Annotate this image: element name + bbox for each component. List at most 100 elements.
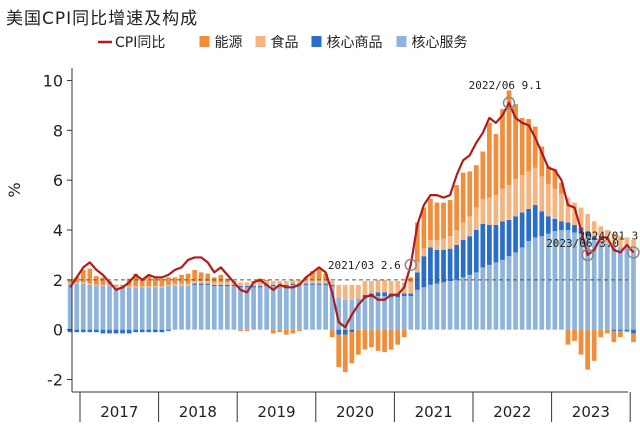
bar-核心服务-2021-10 <box>454 279 459 330</box>
bar-核心商品-2018-12 <box>231 284 237 287</box>
bar-核心服务-2017-07 <box>120 287 125 330</box>
bar-核心商品-2022-01 <box>473 230 479 273</box>
bar-核心商品-2018-07 <box>198 283 204 285</box>
bar-核心商品-2022-09 <box>526 208 532 242</box>
bar-核心服务-2020-07 <box>356 298 361 330</box>
bar-食品-2017-04 <box>100 284 106 287</box>
bar-能源-2023-04 <box>572 329 577 341</box>
bar-能源-2020-02 <box>323 273 328 280</box>
bar-能源-2021-08 <box>441 202 446 239</box>
bar-能源-2018-04 <box>179 274 184 284</box>
x-tick-label-2018: 2018 <box>179 403 217 421</box>
bar-核心服务-2022-12 <box>545 233 551 330</box>
bar-核心服务-2017-08 <box>126 287 132 330</box>
bar-核心商品-2018-11 <box>225 284 230 287</box>
bar-能源-2018-01 <box>159 278 165 287</box>
legend-swatch-1 <box>199 36 210 47</box>
annotation-label: 2024/01 3.1 <box>579 229 640 242</box>
bar-核心服务-2020-09 <box>369 297 374 330</box>
bar-食品-2024-01 <box>631 239 636 250</box>
bar-核心服务-2017-04 <box>100 286 106 330</box>
bar-食品-2019-08 <box>283 281 289 285</box>
bar-核心商品-2018-08 <box>205 283 211 285</box>
bar-能源-2017-04 <box>100 277 106 285</box>
cpi-line-group <box>69 101 635 329</box>
bar-核心服务-2018-03 <box>172 286 178 330</box>
bar-核心服务-2022-03 <box>487 264 492 330</box>
bar-能源-2022-09 <box>526 119 532 172</box>
bar-食品-2021-04 <box>414 262 420 273</box>
bar-核心服务-2021-05 <box>421 287 427 330</box>
bar-核心商品-2022-06 <box>506 220 512 257</box>
bar-食品-2017-08 <box>126 286 132 288</box>
bar-核心服务-2022-02 <box>480 267 486 330</box>
bar-食品-2022-06 <box>506 185 512 221</box>
bar-核心服务-2019-04 <box>257 287 263 330</box>
bar-食品-2018-01 <box>159 286 165 288</box>
bar-食品-2020-05 <box>342 284 348 300</box>
bar-能源-2020-10 <box>375 329 381 351</box>
bar-食品-2020-08 <box>362 281 368 295</box>
bar-核心服务-2017-05 <box>107 286 112 330</box>
bar-食品-2017-05 <box>107 284 112 287</box>
bar-食品-2020-10 <box>375 279 381 293</box>
bar-核心商品-2021-03 <box>408 293 414 297</box>
bar-能源-2017-10 <box>139 279 145 287</box>
bar-能源-2023-03 <box>565 329 571 345</box>
bar-核心商品-2017-08 <box>126 329 132 334</box>
bar-核心服务-2023-08 <box>598 242 604 330</box>
bar-核心服务-2023-05 <box>578 233 584 330</box>
bar-核心服务-2021-11 <box>460 277 466 330</box>
bar-核心服务-2016-12 <box>74 283 80 330</box>
bar-核心商品-2017-12 <box>152 329 158 333</box>
bar-核心服务-2017-12 <box>152 287 158 330</box>
bar-核心服务-2020-08 <box>362 297 368 330</box>
bar-核心服务-2023-03 <box>565 230 571 330</box>
bar-核心商品-2021-08 <box>441 249 446 283</box>
bar-核心服务-2018-04 <box>179 286 184 330</box>
y-axis-label: % <box>5 182 24 197</box>
bar-核心服务-2022-09 <box>526 241 532 330</box>
bar-食品-2016-11 <box>67 282 73 284</box>
bar-核心商品-2017-10 <box>139 329 145 333</box>
bar-食品-2022-02 <box>480 198 486 224</box>
bar-核心商品-2019-06 <box>270 284 276 287</box>
bar-核心服务-2019-11 <box>303 284 309 330</box>
bar-能源-2017-03 <box>94 276 99 285</box>
bar-食品-2020-02 <box>323 279 328 284</box>
bar-能源-2022-12 <box>545 166 551 184</box>
bar-核心商品-2019-02 <box>244 286 250 288</box>
bar-核心服务-2018-12 <box>231 286 237 330</box>
bar-核心商品-2021-10 <box>454 244 459 280</box>
legend-label-1: 能源 <box>215 35 243 51</box>
bar-食品-2018-08 <box>205 281 211 284</box>
bar-核心商品-2016-11 <box>67 329 73 333</box>
bar-核心商品-2020-08 <box>362 294 368 298</box>
bar-食品-2023-04 <box>572 202 577 226</box>
bar-核心服务-2020-01 <box>316 284 322 330</box>
bar-核心服务-2022-05 <box>500 259 505 330</box>
bar-核心服务-2023-04 <box>572 232 577 330</box>
x-tick-label-2022: 2022 <box>493 403 531 421</box>
bar-食品-2022-07 <box>513 178 518 217</box>
annotation-label: 2021/03 2.6 <box>328 259 401 272</box>
bar-食品-2021-07 <box>434 239 440 250</box>
bar-能源-2020-07 <box>356 329 361 355</box>
bar-核心商品-2022-08 <box>519 212 525 248</box>
bar-核心商品-2022-05 <box>500 221 505 260</box>
bar-核心服务-2018-06 <box>192 284 197 330</box>
annotation-label: 2023/06 3.0 <box>546 237 619 250</box>
bar-能源-2023-01 <box>552 168 558 189</box>
bar-核心商品-2023-10 <box>611 329 617 331</box>
bar-食品-2022-04 <box>493 195 499 226</box>
annotation-marker <box>581 248 594 262</box>
bar-食品-2017-11 <box>146 286 152 288</box>
legend-swatch-3 <box>311 36 322 47</box>
bar-食品-2021-01 <box>395 281 401 294</box>
bar-食品-2018-09 <box>211 282 217 285</box>
y-tick-label: 2 <box>53 271 63 290</box>
bar-核心服务-2019-12 <box>310 284 315 330</box>
bar-食品-2018-05 <box>185 283 191 287</box>
bar-核心商品-2018-02 <box>166 329 171 331</box>
